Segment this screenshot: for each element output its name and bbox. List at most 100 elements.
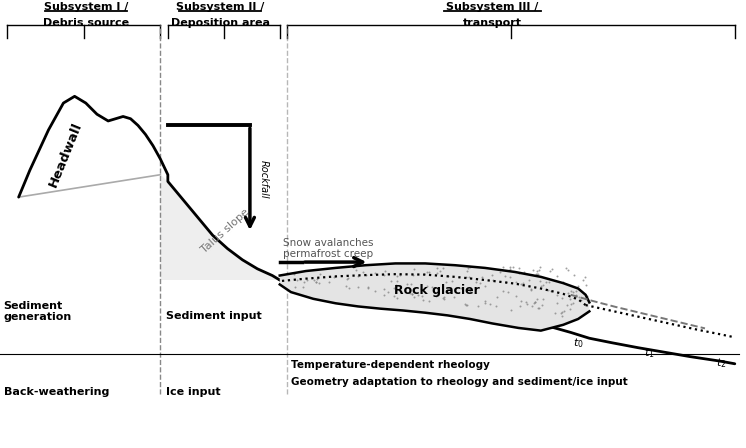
Point	[391, 278, 403, 285]
Point	[545, 287, 557, 294]
Point	[571, 282, 583, 289]
Point	[551, 292, 563, 299]
Point	[357, 268, 369, 275]
Point	[394, 271, 406, 279]
Point	[360, 271, 372, 279]
Point	[479, 299, 491, 306]
Point	[568, 271, 580, 279]
Point	[407, 271, 419, 279]
Text: Debris source: Debris source	[43, 18, 129, 28]
Point	[351, 267, 363, 274]
Point	[528, 299, 540, 306]
Point	[545, 267, 557, 275]
Point	[520, 299, 532, 306]
Text: transport: transport	[463, 18, 522, 28]
Polygon shape	[280, 263, 589, 331]
Text: $t_2$: $t_2$	[716, 356, 727, 370]
Point	[377, 291, 389, 298]
Point	[579, 274, 591, 281]
Point	[565, 300, 577, 307]
Point	[498, 263, 510, 271]
Point	[369, 270, 380, 277]
Point	[517, 280, 529, 287]
Point	[421, 268, 433, 276]
Point	[474, 280, 486, 287]
Point	[352, 283, 364, 290]
Point	[438, 293, 450, 300]
Point	[490, 302, 502, 310]
Point	[532, 304, 544, 311]
Point	[479, 297, 491, 304]
Text: Sediment input: Sediment input	[166, 311, 261, 321]
Point	[313, 280, 325, 287]
Point	[559, 307, 571, 314]
Text: Subsystem III /: Subsystem III /	[446, 2, 539, 12]
Point	[562, 289, 574, 297]
Point	[442, 272, 454, 279]
Point	[289, 283, 301, 290]
Point	[423, 269, 435, 276]
Text: Rock glacier: Rock glacier	[394, 284, 479, 297]
Point	[491, 293, 503, 301]
Text: Back-weathering: Back-weathering	[4, 387, 109, 397]
Text: $t_0$: $t_0$	[573, 336, 583, 349]
Point	[556, 312, 568, 319]
Point	[504, 264, 516, 271]
Point	[379, 267, 391, 275]
Polygon shape	[160, 175, 280, 280]
Point	[464, 263, 476, 270]
Point	[351, 273, 363, 280]
Point	[580, 281, 592, 289]
Point	[524, 276, 536, 284]
Point	[459, 300, 471, 307]
Point	[534, 264, 546, 271]
Point	[341, 276, 353, 283]
Point	[499, 272, 511, 280]
Point	[439, 279, 451, 286]
Text: Talus slope: Talus slope	[199, 207, 251, 255]
Point	[560, 265, 571, 272]
Point	[445, 277, 457, 284]
Text: Sediment
generation: Sediment generation	[4, 301, 72, 322]
Text: Geometry adaptation to rheology and sediment/ice input: Geometry adaptation to rheology and sedi…	[291, 377, 627, 387]
Point	[328, 273, 340, 280]
Point	[477, 274, 489, 281]
Point	[342, 275, 354, 282]
Point	[505, 306, 517, 313]
Point	[495, 268, 507, 275]
Point	[407, 291, 419, 298]
Point	[291, 276, 303, 284]
Point	[408, 293, 420, 300]
Point	[565, 288, 577, 295]
Point	[545, 266, 557, 273]
Point	[460, 302, 472, 309]
Point	[551, 272, 563, 280]
Point	[521, 301, 533, 308]
Point	[392, 294, 404, 301]
Point	[437, 265, 449, 272]
Point	[388, 293, 400, 300]
Point	[527, 267, 539, 274]
Point	[432, 289, 444, 297]
Point	[539, 279, 551, 286]
Point	[470, 279, 482, 286]
Point	[330, 272, 342, 279]
Point	[537, 281, 549, 289]
Text: Temperature-dependent rheology: Temperature-dependent rheology	[291, 360, 490, 370]
Point	[412, 291, 424, 298]
Point	[555, 310, 567, 317]
Point	[563, 305, 575, 312]
Point	[510, 292, 522, 299]
Point	[343, 284, 355, 291]
Point	[471, 302, 483, 309]
Point	[419, 271, 430, 278]
Point	[406, 290, 418, 297]
Point	[430, 270, 442, 277]
Point	[441, 287, 453, 294]
Point	[448, 293, 460, 301]
Point	[518, 268, 530, 275]
Point	[340, 282, 352, 289]
Point	[513, 264, 525, 271]
Text: Ice input: Ice input	[166, 387, 220, 397]
Point	[568, 295, 580, 302]
